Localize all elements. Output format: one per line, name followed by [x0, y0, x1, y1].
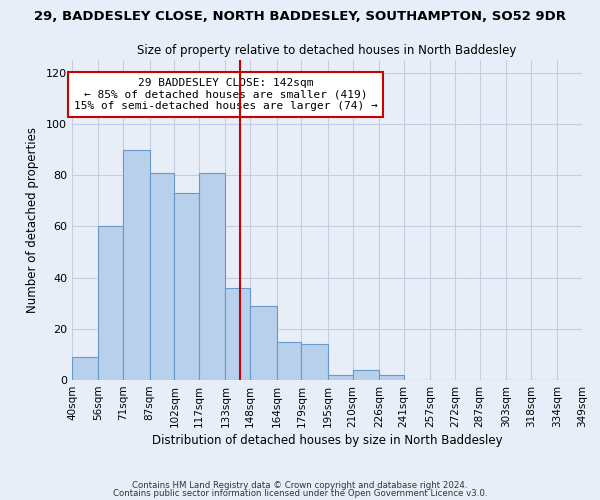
Bar: [379, 375, 404, 380]
X-axis label: Distribution of detached houses by size in North Baddesley: Distribution of detached houses by size …: [152, 434, 502, 447]
Text: Contains public sector information licensed under the Open Government Licence v3: Contains public sector information licen…: [113, 488, 487, 498]
Bar: [250, 306, 277, 380]
Text: 29, BADDESLEY CLOSE, NORTH BADDESLEY, SOUTHAMPTON, SO52 9DR: 29, BADDESLEY CLOSE, NORTH BADDESLEY, SO…: [34, 10, 566, 23]
Bar: [98, 226, 123, 380]
Bar: [175, 193, 199, 380]
Y-axis label: Number of detached properties: Number of detached properties: [26, 127, 39, 313]
Bar: [353, 370, 379, 380]
Bar: [123, 150, 149, 380]
Bar: [226, 288, 250, 380]
Bar: [199, 172, 226, 380]
Text: 29 BADDESLEY CLOSE: 142sqm
← 85% of detached houses are smaller (419)
15% of sem: 29 BADDESLEY CLOSE: 142sqm ← 85% of deta…: [74, 78, 377, 111]
Bar: [149, 172, 175, 380]
Bar: [328, 375, 353, 380]
Bar: [72, 357, 98, 380]
Text: Contains HM Land Registry data © Crown copyright and database right 2024.: Contains HM Land Registry data © Crown c…: [132, 481, 468, 490]
Bar: [301, 344, 328, 380]
Title: Size of property relative to detached houses in North Baddesley: Size of property relative to detached ho…: [137, 44, 517, 58]
Bar: [277, 342, 301, 380]
